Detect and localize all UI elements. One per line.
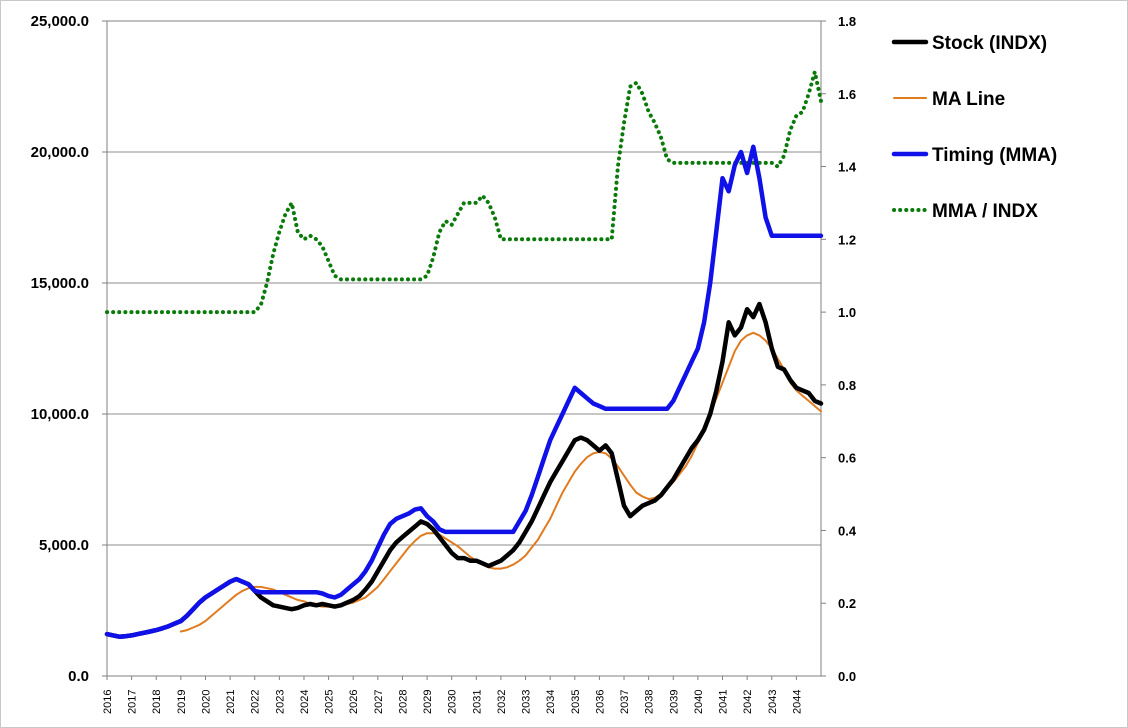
series-line-mma-indx bbox=[105, 69, 823, 315]
right-axis-tick-label: 0.0 bbox=[838, 669, 856, 684]
right-axis-tick-label: 0.2 bbox=[838, 596, 856, 611]
x-axis-tick-label: 2024 bbox=[299, 690, 311, 714]
left-axis-ticks: 0.0 5,000.0 10,000.0 15,000.0 20,000.0 25,000… bbox=[31, 13, 107, 685]
x-axis-tick-label: 2035 bbox=[570, 690, 582, 714]
x-axis-tick-label: 2019 bbox=[176, 690, 188, 714]
x-axis-tick-label: 2028 bbox=[397, 690, 409, 714]
left-axis-tick-label: 25,000.0 bbox=[31, 13, 89, 30]
x-axis-tick-label: 2036 bbox=[594, 690, 606, 714]
x-axis-tick-label: 2017 bbox=[127, 690, 139, 714]
x-axis-tick-label: 2034 bbox=[545, 690, 557, 714]
legend-label: Timing (MMA) bbox=[932, 145, 1057, 166]
legend-label: Stock (INDX) bbox=[932, 33, 1047, 54]
right-axis-tick-label: 1.4 bbox=[838, 160, 857, 175]
x-axis-tick-label: 2025 bbox=[324, 690, 336, 714]
left-axis-tick-label: 20,000.0 bbox=[31, 144, 89, 161]
x-axis-tick-label: 2041 bbox=[718, 690, 730, 714]
right-axis-ticks: 0.0 0.2 0.4 0.6 0.8 1.0 1.2 1.4 1.6 1.8 bbox=[821, 14, 857, 684]
right-axis-tick-label: 0.8 bbox=[838, 378, 856, 393]
x-axis-tick-label: 2039 bbox=[668, 690, 680, 714]
plot-area-frame bbox=[106, 20, 822, 677]
right-axis-tick-label: 1.8 bbox=[838, 14, 856, 29]
x-axis-tick-label: 2033 bbox=[521, 690, 533, 714]
series-lines bbox=[104, 69, 824, 639]
series-line-timing-mma bbox=[104, 144, 824, 639]
right-axis-tick-label: 0.4 bbox=[838, 523, 857, 538]
x-axis-tick-label: 2022 bbox=[250, 690, 262, 714]
left-axis-tick-label: 10,000.0 bbox=[31, 406, 89, 423]
x-axis-tick-label: 2029 bbox=[422, 690, 434, 714]
right-axis-tick-label: 1.6 bbox=[838, 87, 856, 102]
series-line-ma-line bbox=[179, 331, 822, 633]
x-axis-tick-label: 2018 bbox=[151, 690, 163, 714]
x-axis-tick-label: 2030 bbox=[447, 690, 459, 714]
x-axis-tick-label: 2037 bbox=[619, 690, 631, 714]
right-axis-tick-label: 0.6 bbox=[838, 451, 856, 466]
series-line-stock-indx bbox=[104, 301, 824, 639]
x-axis-ticks: 2016 2017 2018 2019 2020 2021 2022 2023 2024 2025… bbox=[102, 676, 803, 714]
x-axis-tick-label: 2027 bbox=[373, 690, 385, 714]
right-axis-tick-label: 1.0 bbox=[838, 305, 856, 320]
x-axis-tick-label: 2042 bbox=[742, 690, 754, 714]
left-axis-tick-label: 15,000.0 bbox=[31, 275, 89, 292]
x-axis-tick-label: 2020 bbox=[200, 690, 212, 714]
x-axis-tick-label: 2031 bbox=[471, 690, 483, 714]
legend-label: MMA / INDX bbox=[932, 201, 1038, 222]
x-axis-tick-label: 2026 bbox=[348, 690, 360, 714]
x-axis-tick-label: 2043 bbox=[767, 690, 779, 714]
x-axis-tick-label: 2032 bbox=[496, 690, 508, 714]
legend-label: MA Line bbox=[932, 89, 1005, 110]
left-axis-tick-label: 5,000.0 bbox=[39, 537, 89, 554]
x-axis-tick-label: 2021 bbox=[225, 690, 237, 714]
x-axis-tick-label: 2038 bbox=[644, 690, 656, 714]
x-axis-tick-label: 2044 bbox=[791, 690, 803, 714]
gridlines bbox=[107, 20, 821, 546]
x-axis-tick-label: 2016 bbox=[102, 690, 114, 714]
legend: Stock (INDX) MA Line Timing (MMA) MMA / IND… bbox=[891, 33, 1057, 222]
x-axis-tick-label: 2023 bbox=[274, 690, 286, 714]
x-axis-tick-label: 2040 bbox=[693, 690, 705, 714]
right-axis-tick-label: 1.2 bbox=[838, 232, 856, 247]
left-axis-tick-label: 0.0 bbox=[68, 668, 89, 685]
